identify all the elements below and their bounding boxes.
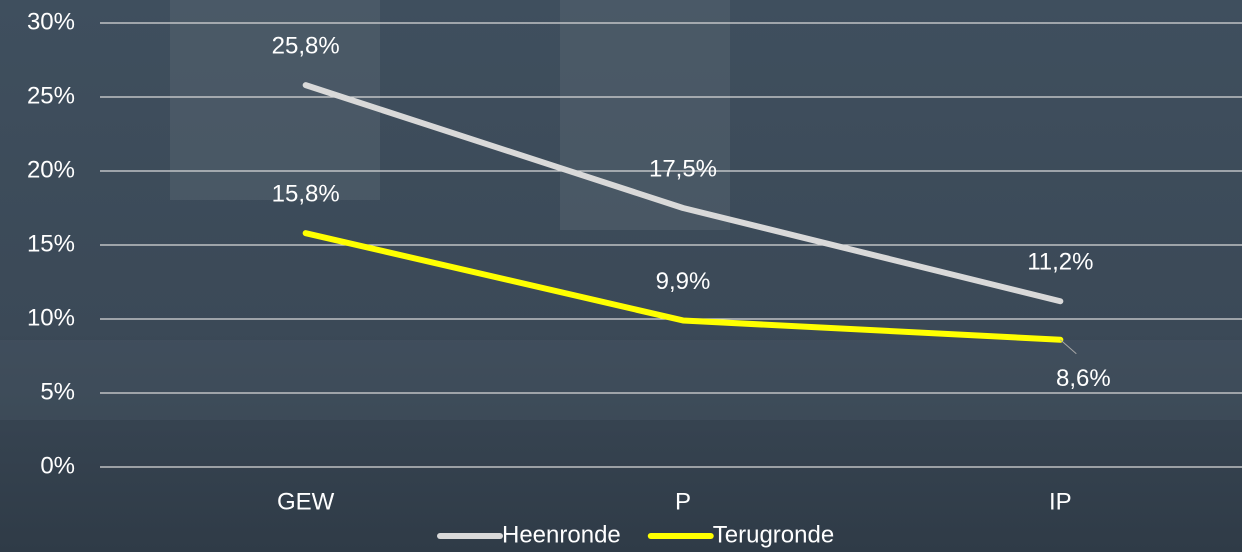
data-label: 25,8%	[272, 33, 340, 60]
background-shape	[560, 0, 730, 230]
legend-label: Heenronde	[502, 521, 621, 548]
y-tick-label: 10%	[27, 304, 75, 331]
data-label: 9,9%	[656, 268, 711, 295]
data-label: 17,5%	[649, 155, 717, 182]
leader-line	[1060, 339, 1077, 355]
series-line	[302, 82, 1064, 305]
series-line	[302, 230, 1064, 343]
y-tick-label: 5%	[40, 378, 75, 405]
x-tick-label: P	[675, 488, 691, 515]
data-label: 11,2%	[1027, 249, 1093, 276]
x-tick-label: GEW	[277, 488, 335, 515]
y-tick-label: 15%	[27, 230, 75, 257]
x-tick-label: IP	[1049, 488, 1072, 515]
background-shape	[0, 340, 1242, 420]
data-label: 8,6%	[1056, 365, 1111, 392]
y-tick-label: 30%	[27, 8, 75, 35]
data-label: 15,8%	[272, 181, 340, 208]
y-tick-label: 20%	[27, 156, 75, 183]
y-tick-label: 0%	[40, 452, 75, 479]
y-tick-label: 25%	[27, 82, 75, 109]
legend-label: Terugronde	[713, 521, 834, 548]
